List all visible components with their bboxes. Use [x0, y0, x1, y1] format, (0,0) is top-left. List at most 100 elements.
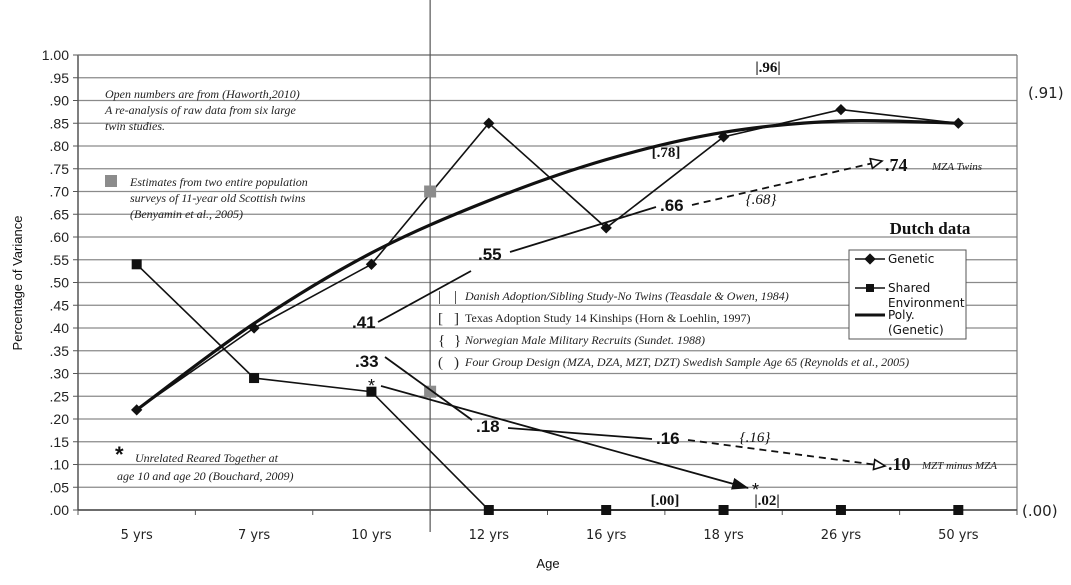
y-tick-label: .20 [50, 411, 70, 427]
y-tick-label: .80 [50, 138, 70, 154]
mza-segment [509, 206, 657, 253]
study-symbol-open: { [438, 333, 445, 349]
study-key: | | Danish Adoption/Sibling Study-No Twins… [438, 289, 909, 371]
mzt-minus-mza-label: MZT minus MZA [921, 460, 997, 472]
mza-label-74: .74 [885, 155, 908, 175]
legend-poly: Poly. [888, 308, 915, 322]
legend-shared: Shared [888, 281, 930, 295]
label-96: |.96| [755, 60, 780, 76]
series [131, 103, 964, 515]
y-tick-label: .10 [50, 457, 70, 473]
gray-square-icon [105, 175, 117, 187]
mza-segment [377, 270, 472, 323]
mzt-label-16: .16 [656, 429, 680, 448]
label-00: [.00] [651, 493, 680, 509]
shared-environment-point [131, 259, 142, 270]
x-tick-label: 10 yrs [351, 528, 392, 543]
shared-environment-point [366, 386, 377, 397]
shared-environment-point [835, 505, 846, 515]
genetic-point [717, 131, 730, 143]
y-tick-label: .90 [50, 93, 70, 109]
study-key-text: Texas Adoption Study 14 Kinships (Horn &… [465, 311, 750, 325]
unrelated-note: * Unrelated Reared Together at age 10 an… [115, 442, 294, 483]
y-tick-label: .85 [50, 115, 70, 131]
y-tick-label: .40 [50, 320, 70, 336]
diamond-marker-icon [864, 253, 876, 265]
scottish-note: Estimates from two entire population sur… [105, 175, 308, 221]
note-line: Estimates from two entire population [129, 175, 308, 189]
mza-dashed-arrow [691, 161, 882, 206]
label-02: |.02| [754, 493, 779, 509]
mzt-label-33: .33 [355, 352, 379, 371]
y-tick-label: .35 [50, 343, 70, 359]
shared-environment-point [718, 505, 729, 515]
scottish-estimate-point [424, 185, 437, 198]
shared-environment-point [953, 505, 964, 515]
mza-twins-label: MZA Twins [931, 161, 982, 173]
shared-environment-point [601, 505, 612, 515]
mzt-label-18: .18 [476, 417, 500, 436]
x-tick-labels: 5 yrs 7 yrs 10 yrs 12 yrs 16 yrs 18 yrs 26 yrs… [121, 528, 979, 543]
study-key-text: Norwegian Male Military Recruits (Sundet… [464, 333, 705, 347]
y-tick-label: .75 [50, 161, 70, 177]
study-symbol-open: [ [438, 311, 443, 327]
y-tick-label: .15 [50, 434, 70, 450]
shared-environment-point [483, 505, 494, 515]
genetic-line [136, 108, 959, 411]
study-key-text: Four Group Design (MZA, DZA, MZT, DZT) S… [464, 355, 909, 369]
genetic-point [365, 258, 378, 270]
study-symbol-close: ) [454, 355, 459, 371]
mzt-segment [384, 356, 473, 421]
note-line: A re-analysis of raw data from six large [104, 103, 296, 117]
study-symbol-close: | [454, 289, 457, 305]
y-tick-label: .30 [50, 366, 70, 382]
label-16: {.16} [740, 430, 771, 446]
y-tick-label: .60 [50, 229, 70, 245]
side-label-00: (.00) [1022, 502, 1058, 520]
mza-label-55: .55 [478, 245, 502, 264]
mzt-segment [507, 427, 653, 440]
square-marker-icon [866, 284, 874, 292]
asterisk-icon: * [115, 442, 124, 467]
x-tick-label: 7 yrs [238, 528, 270, 543]
mzt-label-10: .10 [888, 454, 911, 474]
x-tick-label: 18 yrs [703, 528, 744, 543]
y-tick-label: .70 [50, 184, 70, 200]
y-tick-label: .65 [50, 206, 70, 222]
genetic-point [131, 404, 143, 416]
mza-label-41: .41 [352, 313, 376, 332]
study-symbol-close: ] [454, 311, 459, 327]
scottish-estimate-point [424, 385, 437, 398]
study-symbol-open: | [438, 289, 441, 305]
dutch-data-label: Dutch data [890, 219, 971, 238]
label-68: {.68} [746, 192, 777, 208]
note-line: age 10 and age 20 (Bouchard, 2009) [117, 469, 294, 483]
y-tick-label: .45 [50, 297, 70, 313]
genetic-point [952, 117, 964, 129]
note-line: surveys of 11-year old Scottish twins [130, 191, 306, 205]
legend: Genetic Shared Environment Poly. (Geneti… [848, 249, 967, 340]
study-symbol-open: ( [438, 355, 443, 371]
note-line: (Benyamin et al., 2005) [130, 207, 243, 221]
study-symbol-close: } [454, 333, 461, 349]
y-tick-label: .95 [50, 70, 70, 86]
legend-poly-genetic: (Genetic) [888, 323, 944, 337]
shared-environment-line [136, 263, 959, 511]
x-axis-label: Age [536, 556, 559, 571]
genetic-point [600, 222, 612, 234]
label-78: [.78] [652, 145, 681, 161]
asterisk-icon: * [752, 480, 759, 500]
y-tick-label: .25 [50, 388, 70, 404]
x-tick-label: 50 yrs [938, 528, 979, 543]
genetic-point [248, 322, 260, 334]
y-tick-label: .00 [50, 502, 70, 518]
unrelated-arrow [380, 385, 749, 490]
mzt-dashed-arrow [687, 439, 885, 466]
y-tick-label: 1.00 [42, 47, 69, 63]
legend-environment: Environment [888, 296, 965, 310]
legend-genetic: Genetic [888, 252, 934, 266]
y-tick-labels: 1.00 .95 .90 .85 .80 .75 .70 .65 .60 .55 .50 .45 .40… [42, 47, 69, 518]
study-key-text: Danish Adoption/Sibling Study-No Twins (… [464, 289, 789, 303]
y-tick-label: .55 [50, 252, 70, 268]
